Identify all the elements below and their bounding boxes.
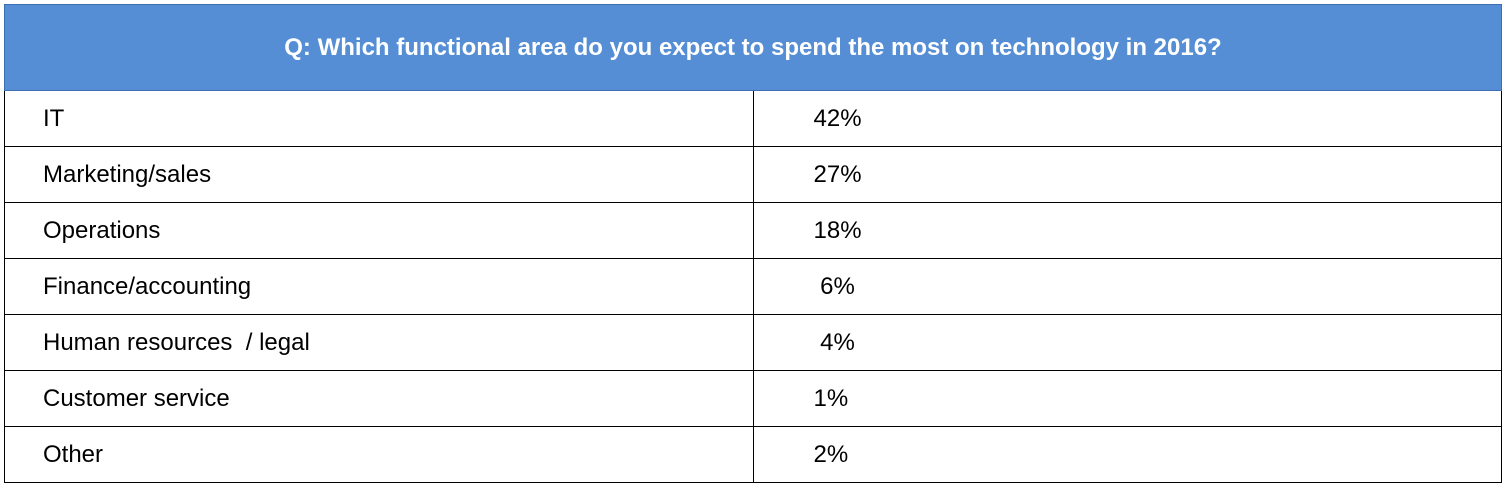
value-cell: 4% — [752, 314, 1502, 371]
category-label: Customer service — [43, 384, 230, 412]
table-row: Marketing/sales 27% — [4, 146, 1502, 203]
category-cell: Finance/accounting — [4, 258, 754, 315]
table-row: IT 42% — [4, 90, 1502, 147]
survey-table-container: Q: Which functional area do you expect t… — [4, 4, 1502, 483]
value-label: 1% — [813, 384, 849, 412]
value-cell: 42% — [752, 90, 1502, 147]
value-cell: 2% — [752, 426, 1502, 483]
value-cell: 18% — [752, 202, 1502, 259]
category-label: IT — [43, 104, 65, 132]
table-row: Finance/accounting 6% — [4, 258, 1502, 315]
table-row: Human resources / legal 4% — [4, 314, 1502, 371]
category-label: Other — [43, 440, 104, 468]
value-label: 6% — [813, 272, 855, 300]
category-label: Operations — [43, 216, 161, 244]
table-row: Customer service 1% — [4, 370, 1502, 427]
value-label: 18% — [813, 216, 862, 244]
value-label: 27% — [813, 160, 862, 188]
category-cell: Marketing/sales — [4, 146, 754, 203]
value-cell: 1% — [752, 370, 1502, 427]
value-label: 42% — [813, 104, 862, 132]
value-cell: 6% — [752, 258, 1502, 315]
table-row: Other 2% — [4, 426, 1502, 483]
survey-table: Q: Which functional area do you expect t… — [4, 4, 1502, 483]
category-cell: IT — [4, 90, 754, 147]
table-header-row: Q: Which functional area do you expect t… — [4, 4, 1502, 91]
table-body: IT 42% Marketing/sales 27% Operations 18… — [4, 90, 1502, 483]
value-label: 2% — [813, 440, 849, 468]
value-label: 4% — [813, 328, 855, 356]
table-title: Q: Which functional area do you expect t… — [4, 4, 1502, 91]
category-cell: Human resources / legal — [4, 314, 754, 371]
category-cell: Operations — [4, 202, 754, 259]
category-cell: Customer service — [4, 370, 754, 427]
value-cell: 27% — [752, 146, 1502, 203]
category-label: Marketing/sales — [43, 160, 212, 188]
category-label: Human resources / legal — [43, 328, 310, 356]
table-row: Operations 18% — [4, 202, 1502, 259]
category-cell: Other — [4, 426, 754, 483]
category-label: Finance/accounting — [43, 272, 252, 300]
